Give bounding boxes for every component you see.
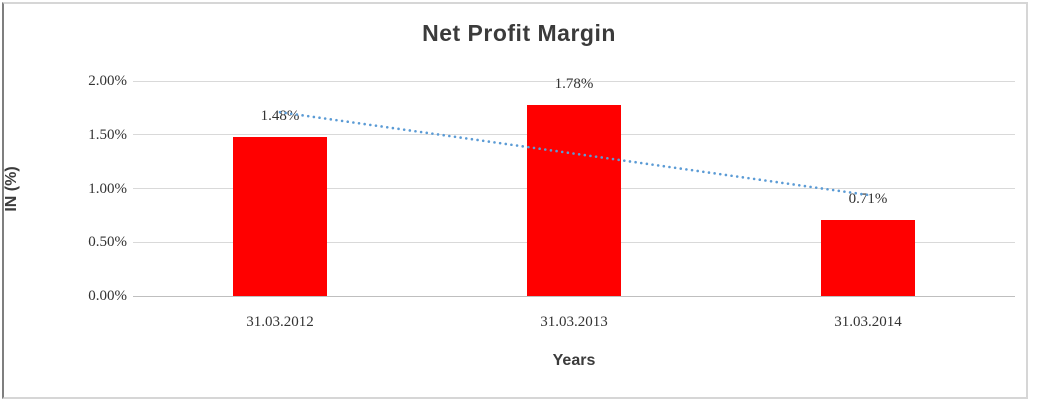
x-tick-label: 31.03.2012: [246, 314, 314, 330]
x-axis-line: [133, 295, 1015, 297]
y-tick-label: 1.00%: [88, 180, 127, 197]
data-label: 1.78%: [554, 75, 594, 92]
data-label: 0.71%: [848, 190, 888, 207]
bar-31.03.2012[interactable]: [233, 136, 327, 296]
x-tick-label: 31.03.2014: [834, 314, 902, 330]
y-tick-label: 1.50%: [88, 126, 127, 143]
bar-31.03.2014[interactable]: [821, 219, 915, 296]
gridline: [133, 80, 1015, 82]
y-tick-label: 2.00%: [88, 73, 127, 89]
y-tick-label: 0.50%: [88, 234, 127, 251]
data-label: 1.48%: [260, 107, 300, 124]
y-tick-label: 0.00%: [88, 288, 127, 304]
chart-border: [2, 2, 1028, 399]
chart-title: Net Profit Margin: [422, 20, 616, 46]
x-tick-label: 31.03.2013: [540, 314, 608, 330]
y-axis-title: IN (%): [3, 166, 20, 212]
x-axis-title: Years: [552, 352, 596, 369]
bar-31.03.2013[interactable]: [527, 104, 621, 296]
